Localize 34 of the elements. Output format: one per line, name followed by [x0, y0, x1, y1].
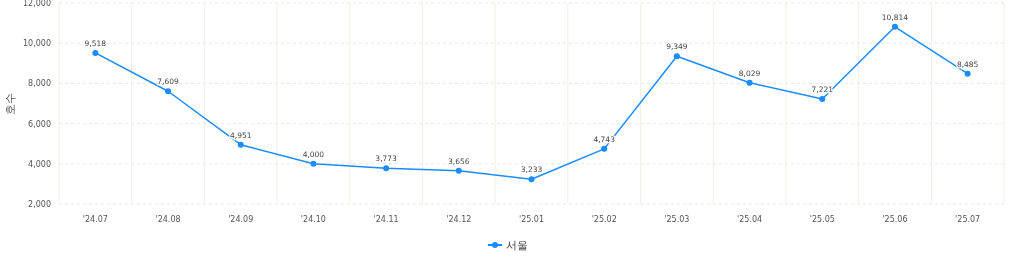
- x-tick-label: '25.03: [664, 215, 690, 224]
- x-tick-label: '24.09: [228, 215, 254, 224]
- point: [746, 79, 753, 86]
- point: [383, 165, 390, 172]
- point: [891, 23, 898, 30]
- point: [673, 53, 680, 60]
- x-tick-label: '25.05: [809, 215, 835, 224]
- x-tick-label: '24.12: [446, 215, 472, 224]
- point: [237, 141, 244, 148]
- y-tick-label: 2,000: [28, 200, 51, 209]
- x-tick-label: '24.07: [82, 215, 108, 224]
- y-tick-label: 4,000: [28, 159, 51, 169]
- y-tick-label: 8,000: [28, 79, 51, 89]
- x-tick-label: '24.08: [155, 215, 181, 224]
- x-tick-label: '25.06: [882, 215, 908, 224]
- point: [601, 145, 608, 152]
- point: [310, 160, 317, 167]
- y-tick-label: 12,000: [23, 0, 51, 8]
- point: [455, 167, 462, 174]
- x-tick-label: '25.04: [737, 215, 763, 224]
- x-tick-label: '24.10: [300, 215, 326, 224]
- point: [819, 96, 826, 103]
- point: [92, 49, 99, 56]
- y-tick-label: 10,000: [23, 39, 51, 49]
- x-tick-label: '24.11: [373, 215, 399, 224]
- legend-label: 서울: [506, 239, 528, 252]
- x-tick-label: '25.01: [518, 215, 545, 224]
- point: [964, 70, 971, 77]
- y-axis-title: 호수: [4, 92, 17, 115]
- x-tick-label: '25.07: [955, 215, 981, 224]
- y-tick-label: 6,000: [28, 119, 51, 129]
- x-tick-label: '25.02: [591, 215, 617, 224]
- point: [165, 88, 172, 95]
- point: [528, 176, 535, 183]
